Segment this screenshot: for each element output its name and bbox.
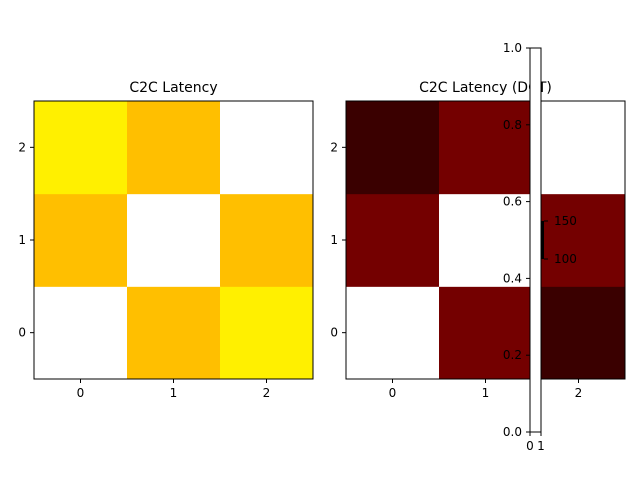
x-tick-label: 2 (263, 386, 271, 400)
heatmap-cell-r0-c2 (532, 286, 626, 380)
colorbar-y-tick-label: 1.0 (503, 41, 522, 55)
colorbar-inset-ticks: 150 100 (544, 214, 577, 266)
heatmap-cells-c2c-latency-dct (346, 101, 626, 380)
heatmap-cell-r0-c1 (439, 286, 533, 380)
colorbar-frame (529, 47, 542, 433)
heatmap-cell-r0-c1 (127, 286, 221, 380)
x-axis-c2c-latency: 0 1 2 (77, 379, 271, 400)
colorbar-x-tick-label: 0 (526, 439, 534, 453)
y-tick-label: 2 (330, 140, 338, 154)
heatmap-cell-r1-c1 (439, 193, 533, 287)
x-tick-label: 0 (77, 386, 85, 400)
x-tick-label: 1 (482, 386, 490, 400)
heatmap-cell-r2-c2 (220, 101, 314, 195)
colorbar-y-tick-label: 0.2 (503, 348, 522, 362)
colorbar-inset: 150 100 (541, 214, 577, 266)
y-tick-label: 1 (18, 233, 26, 247)
colorbar-inset-tick-label: 150 (554, 214, 577, 228)
colorbar-inset-bar (541, 221, 544, 259)
x-axis-c2c-latency-dct: 0 1 2 (389, 379, 583, 400)
y-tick-label: 2 (18, 140, 26, 154)
heatmap-c2c-latency: C2C Latency 0 1 2 0 1 2 (18, 80, 314, 400)
heatmap-cell-r0-c0 (346, 286, 440, 380)
heatmap-cell-r1-c2 (532, 193, 626, 287)
colorbar-y-tick-label: 0.6 (503, 195, 522, 209)
y-axis-c2c-latency-dct: 0 1 2 (330, 140, 346, 340)
heatmap-cells-c2c-latency (34, 101, 314, 380)
chart-title-c2c-latency-dct: C2C Latency (DCT) (419, 80, 552, 96)
colorbar-y-tick-label: 0.0 (503, 425, 522, 439)
heatmap-cell-r0-c2 (220, 286, 314, 380)
heatmap-cell-r2-c2 (532, 101, 626, 195)
y-axis-c2c-latency: 0 1 2 (18, 140, 34, 340)
x-tick-label: 2 (575, 386, 583, 400)
heatmap-cell-r1-c0 (34, 193, 128, 287)
heatmap-cell-r2-c0 (34, 101, 128, 195)
heatmap-cell-r2-c1 (439, 101, 533, 195)
heatmap-cell-r1-c0 (346, 193, 440, 287)
chart-title-c2c-latency: C2C Latency (129, 80, 217, 96)
heatmap-cell-r1-c1 (127, 193, 221, 287)
heatmap-cell-r1-c2 (220, 193, 314, 287)
colorbar-x-tick-label: 1 (537, 439, 545, 453)
heatmap-c2c-latency-dct: C2C Latency (DCT) 0 1 2 0 1 2 (330, 80, 626, 400)
colorbar-y-axis: 0.0 0.2 0.4 0.6 0.8 1.0 (503, 41, 530, 439)
heatmap-cell-r2-c1 (127, 101, 221, 195)
y-tick-label: 0 (330, 326, 338, 340)
colorbar-y-tick-label: 0.8 (503, 118, 522, 132)
x-tick-label: 1 (170, 386, 178, 400)
heatmap-cell-r0-c0 (34, 286, 128, 380)
colorbar-y-tick-label: 0.4 (503, 271, 522, 285)
y-tick-label: 0 (18, 326, 26, 340)
colorbar-inset-tick-label: 100 (554, 252, 577, 266)
y-tick-label: 1 (330, 233, 338, 247)
x-tick-label: 0 (389, 386, 397, 400)
heatmap-cell-r2-c0 (346, 101, 440, 195)
